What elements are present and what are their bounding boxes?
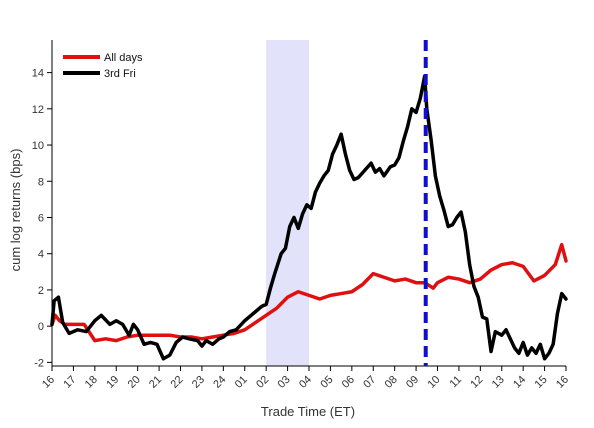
y-tick-label: 12 xyxy=(32,104,44,116)
y-tick-label: 8 xyxy=(38,176,44,188)
legend-label-3rd-fri: 3rd Fri xyxy=(104,68,136,80)
shaded-time-window xyxy=(266,40,309,366)
legend: All days 3rd Fri xyxy=(63,52,143,80)
series-line-all-days xyxy=(50,242,568,343)
legend-label-all-days: All days xyxy=(104,52,143,64)
y-tick-label: 6 xyxy=(38,212,44,224)
y-tick-label: 10 xyxy=(32,140,44,152)
y-tick-label: 14 xyxy=(32,68,44,80)
series-layer xyxy=(50,74,568,361)
y-tick-label: 2 xyxy=(38,285,44,297)
series-line-3rd-fri xyxy=(50,74,568,361)
y-tick-label: -2 xyxy=(34,357,44,369)
y-axis-title: cum log returns (bps) xyxy=(8,149,23,272)
y-tick-label: 4 xyxy=(38,249,44,261)
x-axis-title: Trade Time (ET) xyxy=(261,404,355,419)
y-axis-ticks: -2 0 2 4 6 8 10 12 14 xyxy=(32,68,52,369)
y-tick-label: 0 xyxy=(38,321,44,333)
